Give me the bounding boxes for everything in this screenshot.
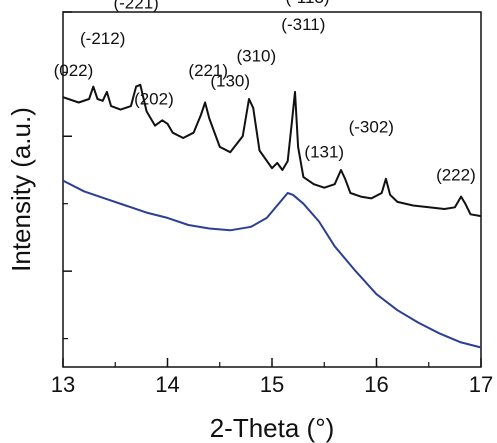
x-axis-label: 2-Theta (°) xyxy=(210,413,335,443)
x-tick-label-14: 14 xyxy=(155,372,179,397)
peak-label: (310) xyxy=(236,47,276,66)
series-line-1 xyxy=(62,179,482,349)
peak-label: (-113) xyxy=(285,0,329,7)
x-tick-label-17: 17 xyxy=(469,372,493,397)
peak-label: (-221) xyxy=(113,0,158,12)
x-tick-label-13: 13 xyxy=(51,372,75,397)
peak-label: (131) xyxy=(304,143,344,162)
peak-label: (221) xyxy=(188,61,228,80)
y-axis-label: Intensity (a.u.) xyxy=(6,107,36,272)
series-line-0 xyxy=(62,83,482,218)
peak-label: (-311) xyxy=(281,15,325,34)
x-tick-label-16: 16 xyxy=(364,372,388,397)
x-tick-label-15: 15 xyxy=(260,372,284,397)
chart-marks: (022)(-212)(-221)(-122)(202)(221)(130)(3… xyxy=(54,0,482,349)
peak-label: (-212) xyxy=(80,29,125,48)
peak-label: (202) xyxy=(134,89,174,108)
peak-label: (022) xyxy=(54,61,94,80)
axes: 13 14 15 16 17 xyxy=(51,11,493,397)
peak-label: (130) xyxy=(210,72,250,91)
peak-label: (222) xyxy=(436,166,476,185)
peak-label: (-302) xyxy=(349,118,394,137)
